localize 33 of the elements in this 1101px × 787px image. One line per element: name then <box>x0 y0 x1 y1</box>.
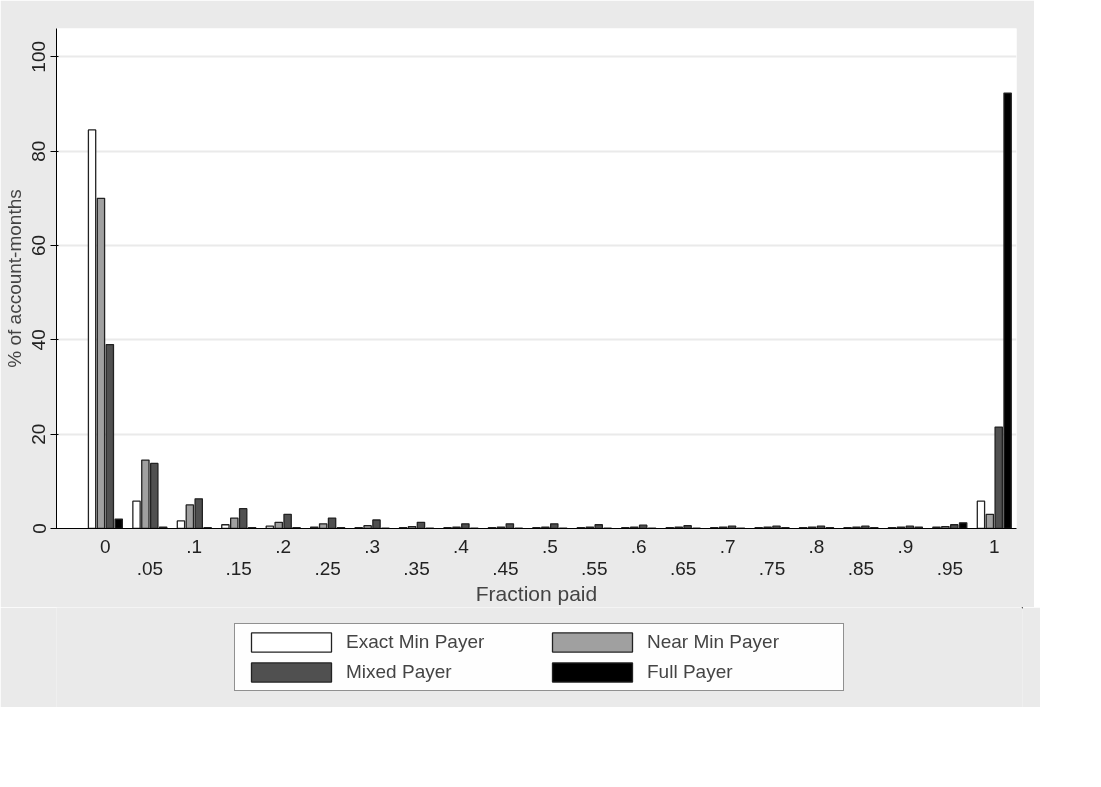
legend-label: Near Min Payer <box>647 631 780 653</box>
x-tick-label: .65 <box>669 557 697 579</box>
y-tick-label: 0 <box>28 523 50 534</box>
legend-label: Exact Min Payer <box>346 631 486 653</box>
legend-label: Mixed Payer <box>346 661 453 683</box>
x-tick-label: .4 <box>453 535 470 557</box>
y-tick-label: 80 <box>28 140 50 162</box>
legend-label: Full Payer <box>647 661 734 683</box>
x-tick-label: .35 <box>403 557 430 579</box>
x-tick-label: .5 <box>541 535 558 557</box>
y-tick-label: 60 <box>28 234 50 257</box>
x-tick-label: .2 <box>275 535 292 557</box>
x-tick-label: 1 <box>988 535 1000 557</box>
x-tick-label: .9 <box>897 535 914 557</box>
x-tick-label: .7 <box>719 535 736 557</box>
x-tick-label: .1 <box>186 535 203 557</box>
x-tick-label: .85 <box>847 557 875 579</box>
x-tick-label: .8 <box>808 535 825 557</box>
x-tick-label: .6 <box>630 535 647 557</box>
x-axis-title: Fraction paid <box>475 581 598 605</box>
x-tick-label: .05 <box>136 557 164 579</box>
x-tick-label: .55 <box>581 557 608 579</box>
x-tick-label: 0 <box>100 535 111 557</box>
x-tick-label: .95 <box>936 557 964 579</box>
x-tick-label: .3 <box>364 535 380 557</box>
x-tick-label: .45 <box>492 557 519 579</box>
y-axis-title: % of account-months <box>3 189 25 368</box>
y-tick-label: 40 <box>28 329 50 351</box>
x-tick-label: .25 <box>314 557 341 579</box>
y-tick-label: 20 <box>28 423 50 445</box>
x-tick-label: .75 <box>758 557 786 579</box>
y-tick-label: 100 <box>28 40 50 73</box>
x-tick-label: .15 <box>225 557 252 579</box>
